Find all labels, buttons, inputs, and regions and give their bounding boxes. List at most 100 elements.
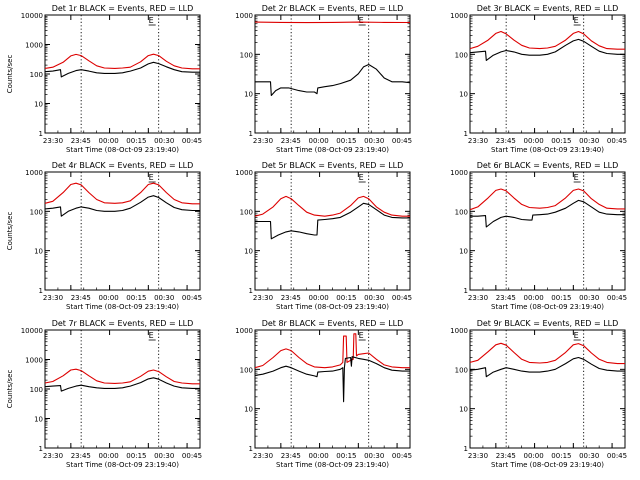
y-tick-label: 10 <box>459 91 468 99</box>
series-lld-red-line <box>44 53 200 70</box>
y-tick-label: 1 <box>39 130 43 138</box>
x-axis-label: Start Time (08-Oct-09 23:19:40) <box>276 303 389 311</box>
y-tick-label: 1000 <box>450 169 468 177</box>
y-tick-label: 1000 <box>25 42 43 50</box>
x-tick-label: 00:45 <box>392 452 412 460</box>
y-tick-label: 10 <box>34 101 43 109</box>
y-tick-label: 1 <box>39 445 43 453</box>
x-tick-label: 23:30 <box>253 294 273 302</box>
event-marker-label: E <box>574 16 579 25</box>
y-tick-label: 1 <box>464 287 468 295</box>
x-tick-label: 00:30 <box>364 137 384 145</box>
chart-panel-6: Det 6r BLACK = Events, RED = LLD 1 10 100 10… <box>450 161 627 311</box>
y-axis-label: Counts/sec <box>6 212 14 251</box>
y-tick-label: 10000 <box>21 12 43 20</box>
x-tick-label: 00:00 <box>99 137 119 145</box>
series-events-black-line <box>254 356 410 403</box>
x-tick-label: 23:45 <box>71 294 91 302</box>
series-events-black-line <box>255 63 411 97</box>
y-tick-label: 1000 <box>25 357 43 365</box>
chart-title: Det 8r BLACK = Events, RED = LLD <box>262 319 404 328</box>
x-tick-label: 00:15 <box>551 294 571 302</box>
y-tick-label: 1000 <box>450 327 468 335</box>
y-tick-label: 1000 <box>25 169 43 177</box>
x-tick-label: 23:45 <box>71 452 91 460</box>
x-tick-label: 00:00 <box>524 294 544 302</box>
x-tick-label: 00:30 <box>364 452 384 460</box>
y-tick-label: 1000 <box>235 169 253 177</box>
x-tick-label: 00:00 <box>309 294 329 302</box>
plot-frame <box>469 14 626 134</box>
plot-frame <box>254 14 411 134</box>
y-tick-label: 1 <box>249 287 253 295</box>
series-lld-red-line <box>469 30 625 50</box>
x-tick-label: 23:30 <box>253 137 273 145</box>
x-tick-label: 00:00 <box>524 137 544 145</box>
x-tick-label: 00:15 <box>551 137 571 145</box>
series-lld-red-line <box>44 368 200 385</box>
x-tick-label: 23:45 <box>71 137 91 145</box>
x-tick-label: 23:45 <box>281 137 301 145</box>
x-tick-label: 00:00 <box>524 452 544 460</box>
series-lld-red-line <box>254 195 410 217</box>
y-tick-label: 1 <box>464 445 468 453</box>
x-tick-label: 00:15 <box>336 137 356 145</box>
y-tick-label: 100 <box>455 51 468 59</box>
x-tick-label: 00:45 <box>607 452 627 460</box>
series-events-black-line <box>255 202 410 240</box>
x-tick-label: 00:30 <box>579 294 599 302</box>
y-tick-label: 100 <box>240 366 253 374</box>
x-tick-label: 00:15 <box>126 294 146 302</box>
event-marker-label: E <box>359 331 364 340</box>
plot-frame <box>254 329 411 449</box>
x-tick-label: 23:30 <box>253 452 273 460</box>
y-tick-label: 10 <box>244 91 253 99</box>
plot-frame <box>44 171 201 291</box>
series-lld-red-line <box>254 21 411 24</box>
x-tick-label: 23:45 <box>281 452 301 460</box>
y-tick-label: 100 <box>240 208 253 216</box>
y-tick-label: 10 <box>34 248 43 256</box>
series-lld-red-line <box>469 342 625 365</box>
x-tick-label: 23:30 <box>468 137 488 145</box>
series-events-black-line <box>44 61 200 78</box>
x-tick-label: 23:45 <box>496 452 516 460</box>
x-axis-label: Start Time (08-Oct-09 23:19:40) <box>66 146 179 154</box>
series-lld-red-line <box>254 333 410 369</box>
x-tick-label: 00:30 <box>579 452 599 460</box>
y-tick-label: 10 <box>244 406 253 414</box>
y-tick-label: 1 <box>39 287 43 295</box>
x-tick-label: 00:00 <box>99 452 119 460</box>
chart-title: Det 2r BLACK = Events, RED = LLD <box>262 4 404 13</box>
y-tick-label: 1 <box>249 445 253 453</box>
x-tick-label: 00:45 <box>182 452 202 460</box>
y-tick-label: 10000 <box>21 327 43 335</box>
chart-title: Det 3r BLACK = Events, RED = LLD <box>477 4 619 13</box>
x-tick-label: 23:30 <box>43 137 63 145</box>
x-tick-label: 00:15 <box>126 452 146 460</box>
series-events-black-line <box>469 38 625 61</box>
y-tick-label: 10 <box>244 248 253 256</box>
chart-title: Det 9r BLACK = Events, RED = LLD <box>477 319 619 328</box>
y-tick-label: 10 <box>459 248 468 256</box>
chart-title: Det 6r BLACK = Events, RED = LLD <box>477 161 619 170</box>
chart-title: Det 7r BLACK = Events, RED = LLD <box>52 319 194 328</box>
series-events-black-line <box>44 195 200 217</box>
y-tick-label: 10 <box>459 406 468 414</box>
y-tick-label: 1000 <box>450 12 468 20</box>
event-marker-label: E <box>149 173 154 182</box>
event-marker-label: E <box>149 331 154 340</box>
x-tick-label: 00:30 <box>154 452 174 460</box>
chart-panel-2: Det 2r BLACK = Events, RED = LLD 1 10 100 10… <box>235 4 412 154</box>
event-marker-label: E <box>574 173 579 182</box>
series-lld-red-line <box>469 188 625 211</box>
x-tick-label: 00:15 <box>126 137 146 145</box>
x-axis-label: Start Time (08-Oct-09 23:19:40) <box>66 303 179 311</box>
x-tick-label: 00:45 <box>182 294 202 302</box>
event-marker-label: E <box>359 173 364 182</box>
event-marker-label: E <box>359 16 364 25</box>
x-tick-label: 00:00 <box>309 137 329 145</box>
x-tick-label: 00:15 <box>336 294 356 302</box>
y-tick-label: 1 <box>249 130 253 138</box>
y-axis-label: Counts/sec <box>6 55 14 94</box>
